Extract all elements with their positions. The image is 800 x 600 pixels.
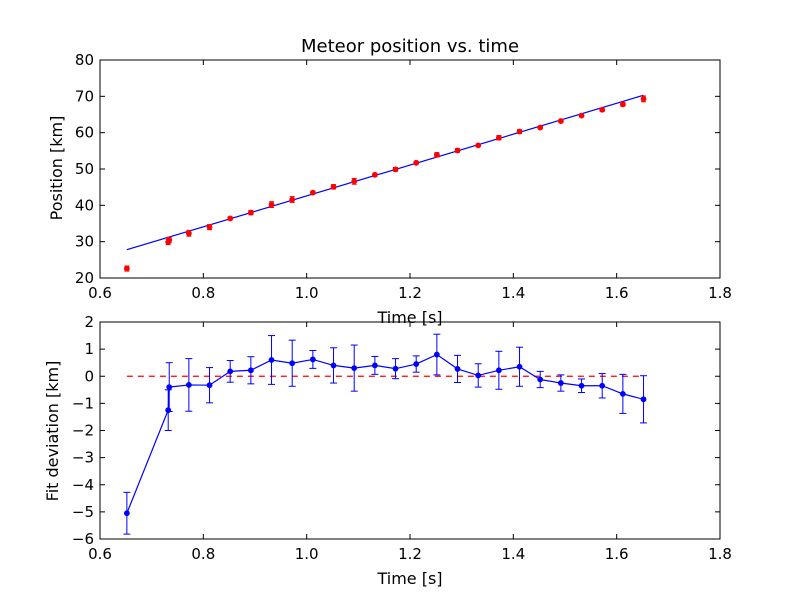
position-data-point <box>413 159 420 166</box>
deviation-x-tick-label: 1.8 <box>708 545 732 563</box>
deviation-series-line <box>126 353 644 514</box>
position-x-tick-label: 0.8 <box>191 284 215 302</box>
position-x-tick-label: 1.4 <box>501 284 525 302</box>
deviation-data-point <box>166 384 173 391</box>
deviation-ticks: 0.6 0.8 1.0 1.2 1.4 1.6 1.8 −6 −5 −4 −3 −2 −1 0 1 2 <box>72 313 732 563</box>
deviation-x-tick-label: 0.6 <box>88 545 112 563</box>
deviation-x-tick-label: 0.8 <box>191 545 215 563</box>
deviation-data-point <box>330 362 337 369</box>
position-data-point <box>475 142 482 149</box>
position-data-point <box>351 178 358 185</box>
deviation-data-point <box>413 361 420 367</box>
position-chart-title: Meteor position vs. time <box>301 36 519 57</box>
position-y-tick-label: 40 <box>75 196 94 214</box>
deviation-data-point <box>495 367 502 374</box>
position-y-tick-label: 70 <box>75 87 94 105</box>
position-data-point <box>433 151 440 158</box>
deviation-data-point <box>475 372 482 379</box>
deviation-data-point <box>537 376 544 383</box>
position-data-point <box>185 230 192 237</box>
deviation-chart: 0.6 0.8 1.0 1.2 1.4 1.6 1.8 −6 −5 −4 −3 −2 −1 0 1 2 Tim… <box>43 313 732 588</box>
position-data-point <box>516 128 523 135</box>
position-data-point <box>640 95 647 102</box>
deviation-data-point <box>516 363 523 370</box>
position-data-point <box>227 215 234 222</box>
position-data-point <box>289 196 296 203</box>
position-data-point <box>268 201 275 208</box>
deviation-y-tick-label: 2 <box>84 313 94 331</box>
deviation-data-point <box>578 382 585 389</box>
deviation-data-point <box>185 382 192 388</box>
deviation-data-point <box>371 362 378 369</box>
deviation-x-axis-label: Time [s] <box>376 569 442 588</box>
deviation-y-tick-label: 1 <box>84 340 94 358</box>
position-x-tick-label: 1.8 <box>708 284 732 302</box>
position-marks <box>123 94 647 272</box>
deviation-data-point <box>206 382 213 389</box>
position-y-tick-label: 20 <box>75 269 94 287</box>
position-data-point <box>557 118 564 124</box>
position-fit-line <box>126 94 644 251</box>
deviation-data-point <box>640 396 647 403</box>
position-data-point <box>392 166 399 173</box>
deviation-data-point <box>123 510 130 517</box>
deviation-data-point <box>599 382 606 389</box>
position-y-tick-label: 80 <box>75 51 94 69</box>
position-y-tick-label: 50 <box>75 160 94 178</box>
deviation-data-point <box>247 367 254 374</box>
position-x-tick-label: 1.0 <box>295 284 319 302</box>
deviation-y-tick-label: −5 <box>72 503 94 521</box>
deviation-data-point <box>557 380 564 386</box>
deviation-data-point <box>289 360 296 367</box>
deviation-marks <box>123 333 648 535</box>
position-data-point <box>537 124 544 131</box>
position-x-tick-label: 0.6 <box>88 284 112 302</box>
deviation-data-point <box>268 357 275 363</box>
deviation-x-tick-label: 1.6 <box>605 545 629 563</box>
deviation-x-tick-label: 1.4 <box>501 545 525 563</box>
position-data-point <box>454 147 461 154</box>
position-data-point <box>330 183 337 190</box>
deviation-data-point <box>309 356 316 363</box>
deviation-y-tick-label: −6 <box>72 530 94 548</box>
deviation-y-tick-label: 0 <box>84 367 94 385</box>
position-data-point <box>599 106 606 113</box>
deviation-y-tick-label: −2 <box>72 422 94 440</box>
deviation-data-point <box>227 368 234 375</box>
position-x-tick-label: 1.2 <box>398 284 422 302</box>
position-ticks: 0.6 0.8 1.0 1.2 1.4 1.6 1.8 20 30 40 50 60 70 80 <box>75 51 732 302</box>
position-x-tick-label: 1.6 <box>605 284 629 302</box>
position-data-point <box>166 236 173 243</box>
position-y-axis-label: Position [km] <box>47 116 66 221</box>
position-chart: 0.6 0.8 1.0 1.2 1.4 1.6 1.8 20 30 40 50 60 70 80 Mete… <box>47 36 732 327</box>
deviation-x-tick-label: 1.2 <box>398 545 422 563</box>
position-data-point <box>123 265 130 272</box>
deviation-y-tick-label: −3 <box>72 449 94 467</box>
deviation-y-axis-label: Fit deviation [km] <box>43 361 62 502</box>
deviation-data-point <box>351 365 358 372</box>
position-y-tick-label: 60 <box>75 124 94 142</box>
position-data-point <box>495 134 502 141</box>
position-y-tick-label: 30 <box>75 233 94 251</box>
deviation-x-tick-label: 1.0 <box>295 545 319 563</box>
position-data-point <box>206 224 213 231</box>
deviation-data-point <box>454 366 461 372</box>
position-data-point <box>371 171 378 178</box>
deviation-y-tick-label: −1 <box>72 394 94 412</box>
position-data-point <box>619 101 626 108</box>
deviation-data-point <box>433 351 440 358</box>
deviation-data-point <box>619 390 626 397</box>
position-data-point <box>247 209 254 216</box>
position-data-point <box>309 189 316 196</box>
position-data-point <box>578 112 585 119</box>
deviation-y-tick-label: −4 <box>72 476 94 494</box>
deviation-data-point <box>392 365 399 372</box>
